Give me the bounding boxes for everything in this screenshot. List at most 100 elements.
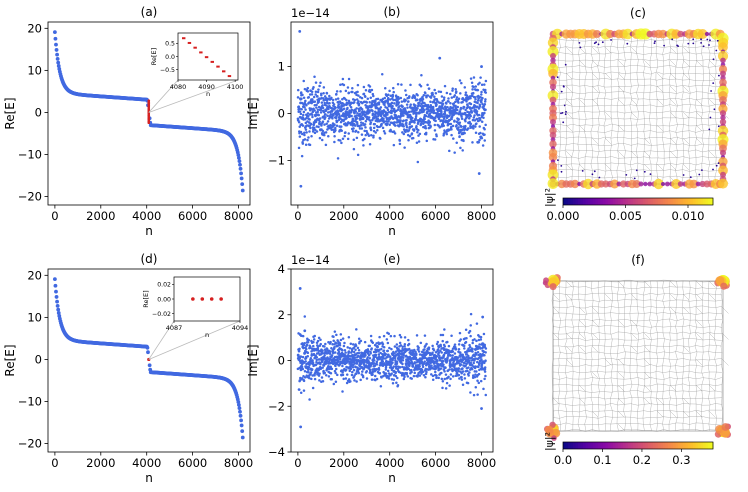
data-point-b [342, 107, 346, 110]
data-point-b [368, 90, 372, 94]
data-point-b [413, 121, 416, 124]
amplitude-dot-c [692, 42, 695, 45]
data-point-e [349, 367, 353, 371]
data-point-b [386, 108, 390, 112]
data-point-b [347, 77, 351, 81]
data-point-e [465, 337, 468, 340]
data-point-e [469, 324, 472, 327]
amplitude-dot-c [564, 113, 567, 116]
data-point-e [384, 352, 387, 356]
data-point-e [319, 338, 322, 341]
data-point-e [475, 339, 478, 343]
data-point-b [371, 118, 374, 122]
data-point-b [317, 125, 320, 129]
data-point-b [297, 146, 301, 150]
data-point-b [320, 93, 323, 97]
data-point-b [387, 120, 390, 123]
data-point-e [471, 341, 474, 345]
colorbar-segment-c [588, 198, 591, 205]
data-point-b [448, 118, 452, 122]
data-point-e [390, 372, 393, 375]
data-point-b [323, 123, 326, 126]
colorbar-segment-f [573, 442, 576, 449]
data-point-e [456, 356, 460, 359]
data-point-b [319, 107, 323, 110]
lattice-mesh-f [551, 279, 729, 432]
data-point-b [397, 101, 401, 104]
colorbar-segment-c [708, 198, 711, 205]
data-point-b [304, 128, 308, 131]
data-point-e [341, 337, 345, 340]
x-axis-label-b: n [388, 224, 396, 238]
amplitude-dot-c [677, 45, 679, 47]
outlier-point-e [299, 425, 303, 429]
data-point-b [474, 97, 477, 101]
data-point-b [475, 117, 479, 121]
colorbar-segment-c [690, 198, 694, 205]
data-point-e [439, 345, 443, 348]
data-point-b [425, 96, 428, 99]
data-point-b [312, 86, 315, 89]
data-point-e [484, 347, 488, 350]
data-point-b [369, 96, 373, 99]
data-point-b [314, 120, 318, 123]
data-point-b [377, 101, 381, 104]
outlier-point-b [480, 65, 483, 68]
colorbar-segment-f [585, 442, 589, 449]
data-point-e [482, 332, 486, 336]
data-point-b [346, 137, 350, 141]
data-point-b [450, 117, 453, 121]
data-point-d [240, 429, 245, 434]
data-point-b [346, 86, 350, 89]
colorbar-tick-label-c: 0.010 [672, 209, 705, 223]
data-point-b [399, 96, 403, 100]
data-point-e [458, 331, 462, 335]
amplitude-dot-c [687, 42, 690, 45]
data-point-b [467, 97, 470, 101]
data-point-b [383, 96, 387, 100]
colorbar-segment-c [695, 198, 699, 205]
data-point-b [304, 143, 308, 146]
data-point-a [240, 188, 245, 193]
y-tick-label-d: 0 [35, 352, 42, 366]
data-point-b [357, 131, 360, 134]
data-point-b [306, 90, 310, 93]
colorbar-segment-c [563, 198, 566, 205]
colorbar-segment-f [570, 442, 574, 449]
amplitude-dot-c [698, 173, 701, 176]
colorbar-segment-c [593, 198, 596, 205]
data-point-e [386, 355, 389, 359]
data-point-b [368, 85, 372, 88]
colorbar-segment-f [668, 442, 671, 449]
data-point-b [356, 90, 359, 94]
colorbar-segment-f [603, 442, 606, 449]
data-point-e [443, 377, 446, 381]
data-point-b [354, 110, 358, 113]
colorbar-segment-f [630, 442, 634, 449]
data-point-e [479, 338, 483, 341]
colorbar-tick-label-f: 0.3 [672, 453, 690, 467]
colorbar-segment-c [615, 198, 619, 205]
data-point-e [442, 360, 445, 363]
data-point-e [305, 347, 308, 351]
data-point-b [321, 104, 324, 107]
colorbar-segment-f [618, 442, 621, 449]
data-point-e [344, 377, 348, 380]
amplitude-dot-c [718, 74, 720, 77]
data-point-b [443, 112, 447, 115]
data-point-b [456, 105, 460, 109]
data-point-b [340, 141, 343, 145]
data-point-b [383, 87, 387, 90]
data-point-b [356, 122, 359, 126]
data-point-b [309, 126, 312, 130]
data-point-b [353, 98, 357, 102]
inset-x-tick-label-d: 4087 [166, 324, 183, 332]
inset-y-tick-label-d: −0.02 [152, 311, 171, 318]
data-point-e [298, 347, 301, 351]
data-point-b [388, 123, 391, 126]
colorbar-segment-c [640, 198, 644, 205]
amplitude-dot-c [591, 173, 594, 176]
data-point-e [389, 334, 393, 338]
data-point-e [453, 352, 457, 355]
data-point-e [477, 372, 481, 376]
